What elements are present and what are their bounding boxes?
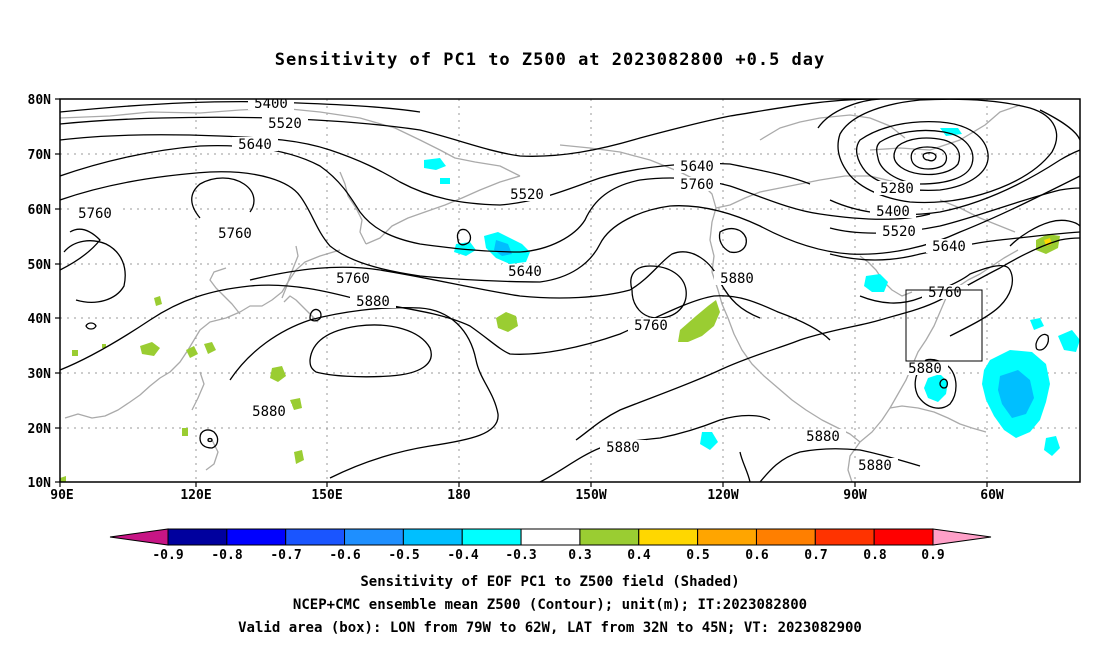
contour-label: 5880	[606, 440, 640, 456]
contour-label: 5760	[928, 285, 962, 301]
lat-label: 60N	[28, 203, 52, 218]
colorbar-high-triangle	[932, 528, 992, 546]
colorbar-label: -0.5	[388, 548, 419, 563]
colorbar-label: 0.4	[627, 548, 651, 563]
latitude-labels: 80N 70N 60N 50N 40N 30N 20N 10N	[28, 93, 52, 491]
contour-label: 5760	[634, 318, 668, 334]
map-frame	[59, 98, 1081, 483]
colorbar-box	[873, 528, 934, 546]
lon-label: 120E	[180, 488, 211, 503]
lon-label: 90E	[50, 488, 73, 503]
colorbar-boxes	[167, 528, 934, 546]
lon-label: 120W	[707, 488, 738, 503]
colorbar-label: 0.5	[686, 548, 709, 563]
contour-labels: 5400 5520 5640 5760 5760 5520 5640 5760 …	[72, 96, 972, 474]
z500-contours	[60, 99, 1080, 482]
lat-label: 20N	[28, 422, 52, 437]
contour-label: 5520	[268, 116, 302, 132]
colorbar-label: 0.7	[804, 548, 827, 563]
longitude-labels: 90E 120E 150E 180 150W 120W 90W 60W	[50, 488, 1004, 503]
lon-label: 180	[447, 488, 471, 503]
colorbar-box	[402, 528, 463, 546]
colorbar-label: -0.7	[270, 548, 301, 563]
tick-marks	[55, 98, 988, 487]
lon-label: 90W	[843, 488, 867, 503]
caption-shaded: Sensitivity of EOF PC1 to Z500 field (Sh…	[360, 574, 740, 590]
contour-label: 5280	[880, 181, 914, 197]
contour-label: 5880	[252, 404, 286, 420]
lon-label: 150E	[311, 488, 342, 503]
caption-valid-area: Valid area (box): LON from 79W to 62W, L…	[238, 620, 862, 636]
contour-label: 5880	[806, 429, 840, 445]
caption-contour: NCEP+CMC ensemble mean Z500 (Contour); u…	[292, 597, 808, 613]
colorbar-label: -0.6	[329, 548, 360, 563]
colorbar-box	[167, 528, 228, 546]
colorbar-label: 0.3	[568, 548, 591, 563]
colorbar-box	[226, 528, 287, 546]
contour-label: 5880	[356, 294, 390, 310]
positive-shading	[60, 234, 1060, 482]
contour-label: 5640	[932, 239, 966, 255]
contour-label: 5880	[908, 361, 942, 377]
valid-area-box	[905, 289, 983, 362]
lat-label: 40N	[28, 312, 52, 327]
colorbar-low-triangle	[109, 528, 169, 546]
contour-label: 5400	[254, 96, 288, 112]
contour-label: 5640	[508, 264, 542, 280]
lon-label: 150W	[575, 488, 606, 503]
colorbar-box	[638, 528, 699, 546]
colorbar-box	[520, 528, 581, 546]
contour-label: 5760	[78, 206, 112, 222]
colorbar-box	[814, 528, 875, 546]
contour-label: 5880	[720, 271, 754, 287]
colorbar-label: -0.9	[152, 548, 183, 563]
contour-label: 5760	[218, 226, 252, 242]
colorbar-labels: -0.9 -0.8 -0.7 -0.6 -0.5 -0.4 -0.3 0.3 0…	[152, 548, 944, 563]
colorbar-box	[461, 528, 522, 546]
lat-label: 10N	[28, 476, 52, 491]
colorbar-box	[285, 528, 346, 546]
colorbar-label: 0.6	[745, 548, 769, 563]
colorbar-label: -0.8	[211, 548, 242, 563]
colorbar-label: -0.4	[447, 548, 478, 563]
lat-label: 30N	[28, 367, 52, 382]
colorbar-box	[579, 528, 640, 546]
contour-label: 5520	[882, 224, 916, 240]
map-title: Sensitivity of PC1 to Z500 at 2023082800…	[274, 50, 826, 70]
lat-label: 70N	[28, 148, 52, 163]
colorbar-label: -0.3	[505, 548, 536, 563]
lat-label: 80N	[28, 93, 52, 108]
contour-label: 5640	[680, 159, 714, 175]
colorbar-label: 0.9	[921, 548, 944, 563]
coastlines	[60, 104, 1021, 482]
colorbar: -0.9 -0.8 -0.7 -0.6 -0.5 -0.4 -0.3 0.3 0…	[109, 528, 992, 563]
lat-label: 50N	[28, 258, 52, 273]
contour-label: 5520	[510, 187, 544, 203]
colorbar-label: 0.8	[863, 548, 887, 563]
colorbar-box	[697, 528, 757, 546]
lon-label: 60W	[980, 488, 1004, 503]
contour-label: 5760	[336, 271, 370, 287]
colorbar-box	[344, 528, 404, 546]
contour-label: 5400	[876, 204, 910, 220]
contour-label: 5880	[858, 458, 892, 474]
contour-label: 5640	[238, 137, 272, 153]
contour-label: 5760	[680, 177, 714, 193]
colorbar-box	[755, 528, 816, 546]
